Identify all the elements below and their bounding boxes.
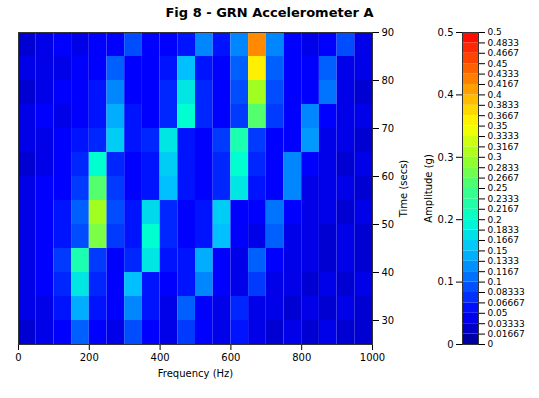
svg-text:Time (secs): Time (secs) xyxy=(398,160,409,219)
svg-text:0.4833: 0.4833 xyxy=(488,38,520,48)
svg-text:0.03333: 0.03333 xyxy=(488,319,525,329)
svg-text:80: 80 xyxy=(382,75,395,86)
svg-text:0.2: 0.2 xyxy=(488,215,502,225)
svg-text:70: 70 xyxy=(382,123,395,134)
svg-text:0.3833: 0.3833 xyxy=(488,100,520,110)
html-text:Fig 8 - GRN Accelerometer A: Fig 8 - GRN Accelerometer A xyxy=(165,5,374,20)
svg-text:200: 200 xyxy=(80,352,99,363)
svg-text:800: 800 xyxy=(292,352,311,363)
svg-text:0.3167: 0.3167 xyxy=(488,142,520,152)
svg-text:0.5: 0.5 xyxy=(488,27,502,37)
svg-text:0.4: 0.4 xyxy=(488,90,503,100)
svg-text:0.1: 0.1 xyxy=(488,277,502,287)
svg-text:30: 30 xyxy=(382,315,395,326)
svg-text:0: 0 xyxy=(447,339,453,350)
svg-text:0.25: 0.25 xyxy=(488,183,508,193)
svg-text:0.35: 0.35 xyxy=(488,121,508,131)
svg-text:0.4333: 0.4333 xyxy=(488,69,520,79)
svg-text:0.3: 0.3 xyxy=(438,152,454,163)
svg-text:0.3333: 0.3333 xyxy=(488,131,520,141)
svg-text:0.1167: 0.1167 xyxy=(488,267,520,277)
svg-text:40: 40 xyxy=(382,267,395,278)
svg-text:0.2333: 0.2333 xyxy=(488,194,520,204)
svg-text:0.2833: 0.2833 xyxy=(488,163,520,173)
svg-text:0.1667: 0.1667 xyxy=(488,235,520,245)
svg-text:0.1: 0.1 xyxy=(438,276,454,287)
svg-text:0.06667: 0.06667 xyxy=(488,298,525,308)
svg-text:0.01667: 0.01667 xyxy=(488,329,525,339)
svg-text:50: 50 xyxy=(382,219,395,230)
svg-text:0.5: 0.5 xyxy=(438,27,454,38)
svg-text:600: 600 xyxy=(221,352,240,363)
svg-text:0.2: 0.2 xyxy=(438,214,454,225)
svg-text:0.1333: 0.1333 xyxy=(488,256,520,266)
svg-text:1000: 1000 xyxy=(360,352,385,363)
svg-text:0.4667: 0.4667 xyxy=(488,48,520,58)
svg-text:0.3667: 0.3667 xyxy=(488,111,520,121)
svg-text:0.45: 0.45 xyxy=(488,59,508,69)
svg-text:400: 400 xyxy=(151,352,170,363)
svg-text:90: 90 xyxy=(382,27,395,38)
svg-text:0.08333: 0.08333 xyxy=(488,287,525,297)
svg-text:0.2667: 0.2667 xyxy=(488,173,520,183)
svg-text:Frequency (Hz): Frequency (Hz) xyxy=(158,368,234,379)
svg-text:0: 0 xyxy=(15,352,21,363)
svg-text:0.4167: 0.4167 xyxy=(488,79,520,89)
svg-text:60: 60 xyxy=(382,171,395,182)
svg-text:0: 0 xyxy=(488,339,494,349)
svg-text:0.3: 0.3 xyxy=(488,152,502,162)
svg-text:0.1833: 0.1833 xyxy=(488,225,520,235)
svg-text:Amplitude (g): Amplitude (g) xyxy=(423,154,434,223)
svg-text:0.4: 0.4 xyxy=(438,89,454,100)
svg-text:0.2167: 0.2167 xyxy=(488,204,520,214)
svg-text:0.15: 0.15 xyxy=(488,246,508,256)
svg-text:0.05: 0.05 xyxy=(488,308,508,318)
